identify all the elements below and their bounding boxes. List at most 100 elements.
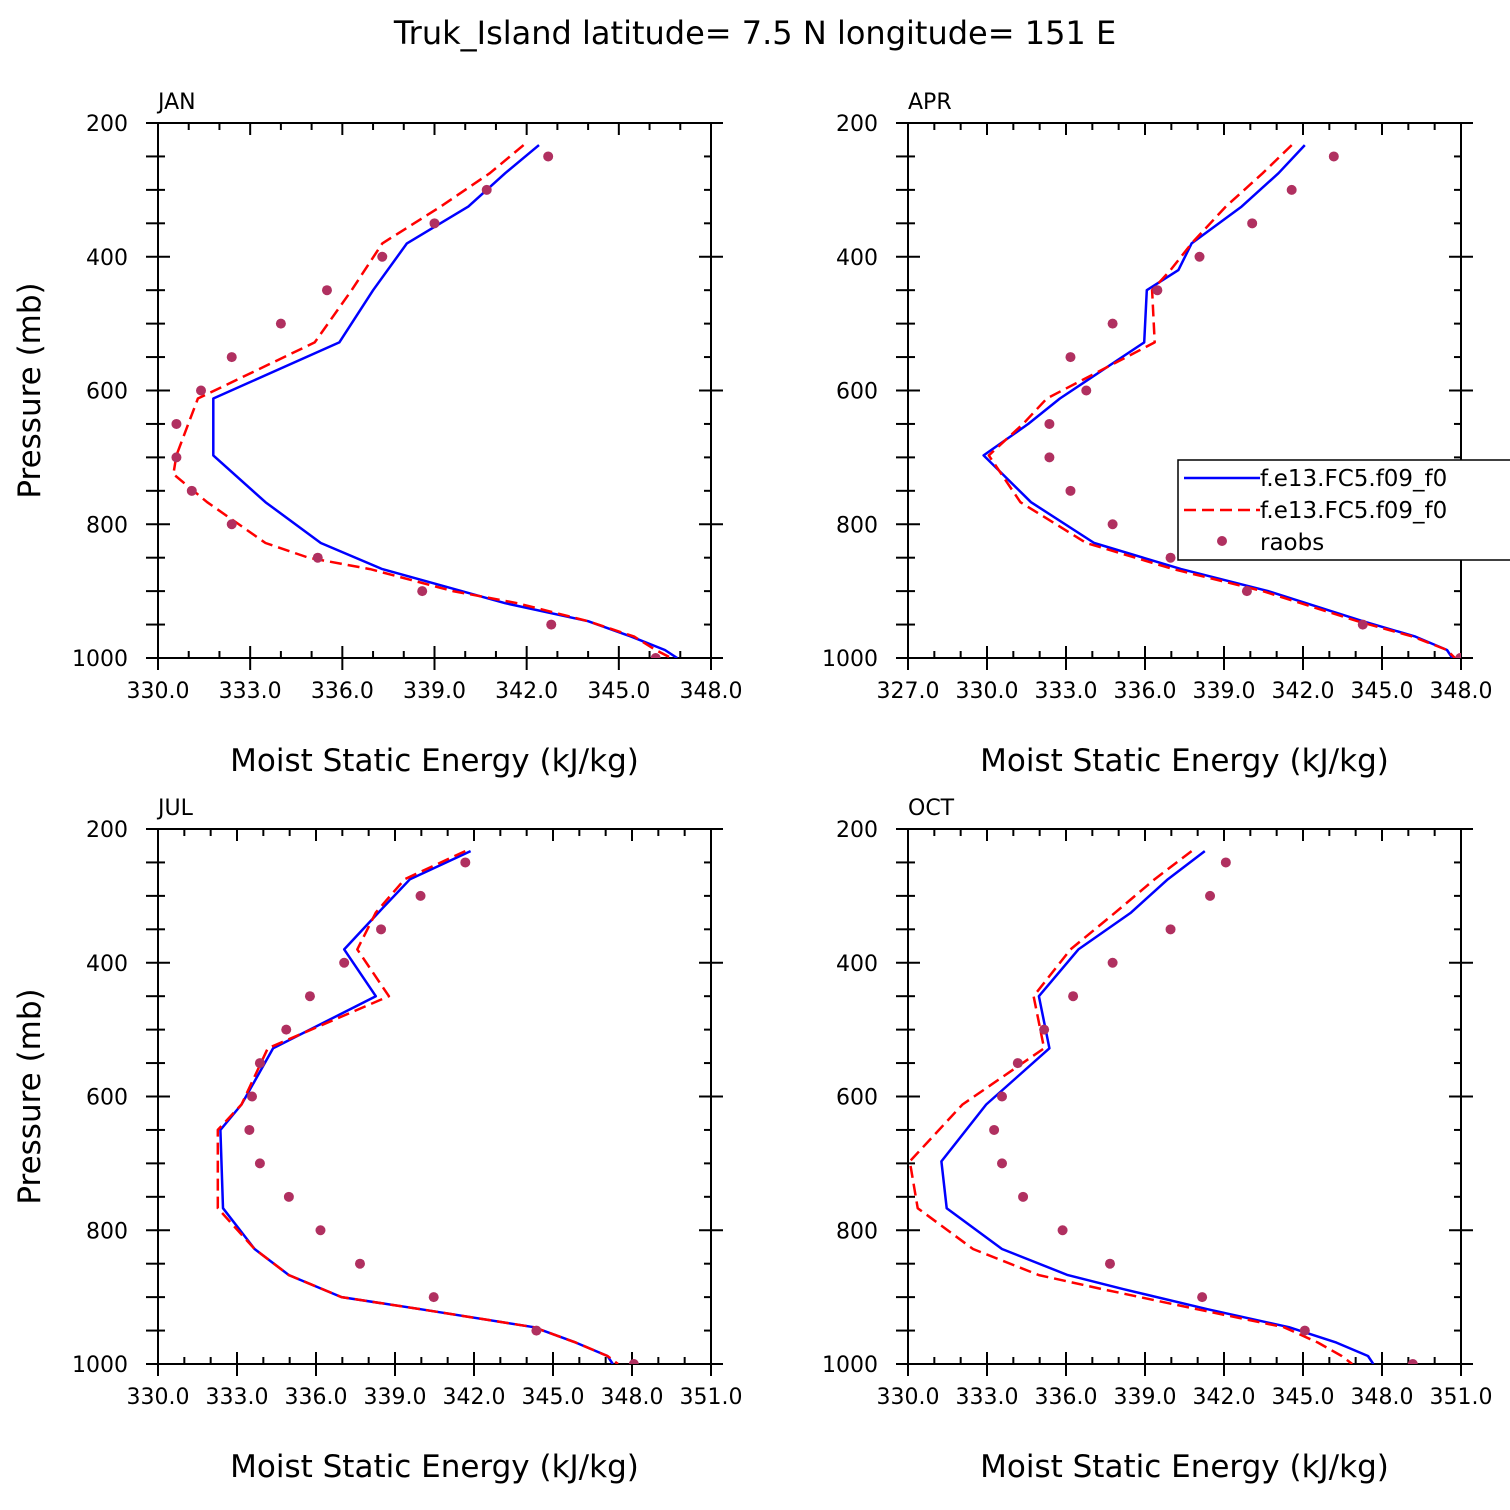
x-tick-label: 333.0: [956, 1385, 1019, 1410]
raobs-point: [339, 957, 350, 968]
x-tick-label: 348.0: [1430, 679, 1493, 704]
raobs-point: [226, 352, 237, 363]
x-tick-label: 336.0: [1114, 679, 1177, 704]
legend-box: [1177, 459, 1510, 561]
panels: JAN 200 400 600 800 1000 330.0 333.0 336.0 339.0 3…: [12, 90, 1510, 1485]
y-tick-label: 400: [86, 246, 128, 271]
raobs-point: [354, 1258, 365, 1269]
raobs-point: [171, 418, 182, 429]
y-tick-label: 400: [836, 952, 878, 977]
raobs-point: [1065, 485, 1076, 496]
x-tick-label: 333.0: [206, 1385, 269, 1410]
x-tick-label: 348.0: [601, 1385, 664, 1410]
raobs-point: [429, 218, 440, 229]
x-tick-label: 342.0: [443, 1385, 506, 1410]
x-tick-label: 339.0: [1114, 1385, 1177, 1410]
raobs-point: [1039, 1024, 1050, 1035]
x-tick-label: 345.0: [1272, 1385, 1335, 1410]
chart-panel-jan: JAN 200 400 600 800 1000 330.0 333.0 336.0 339.0 3…: [12, 90, 742, 779]
x-tick-label: 330.0: [127, 1385, 190, 1410]
raobs-point: [171, 452, 182, 463]
raobs-point: [376, 924, 387, 935]
raobs-point: [997, 1091, 1008, 1102]
raobs-point: [1057, 1225, 1068, 1236]
series-line-dashed: [172, 144, 672, 658]
plot-frame: [157, 828, 712, 1365]
raobs-point: [226, 519, 237, 530]
x-axis-label: Moist Static Energy (kJ/kg): [230, 743, 639, 779]
y-tick-label: 1000: [72, 1353, 128, 1378]
raobs-point: [1357, 619, 1368, 630]
series-line-solid: [212, 144, 678, 658]
raobs-point: [997, 1158, 1008, 1169]
raobs-point: [1165, 552, 1176, 563]
legend-entry: f.e13.FC5.f09_f0: [1260, 466, 1447, 492]
raobs-point: [1328, 151, 1339, 162]
raobs-point: [1104, 1258, 1115, 1269]
y-tick-label: 1000: [822, 647, 878, 672]
raobs-point: [1107, 318, 1118, 329]
y-tick-label: 600: [836, 380, 878, 405]
raobs-point: [460, 857, 471, 868]
raobs-point: [546, 619, 557, 630]
raobs-point: [1241, 586, 1252, 597]
raobs-point: [321, 285, 332, 296]
y-tick-label: 1000: [72, 647, 128, 672]
x-tick-label: 351.0: [1430, 1385, 1493, 1410]
data-layer: [908, 850, 1418, 1364]
x-tick-label: 342.0: [1193, 1385, 1256, 1410]
raobs-point: [415, 890, 426, 901]
y-tick-label: 200: [836, 112, 878, 137]
raobs-point: [1012, 1058, 1023, 1069]
x-tick-label: 336.0: [1035, 1385, 1098, 1410]
raobs-point: [254, 1058, 265, 1069]
y-tick-label: 800: [836, 1219, 878, 1244]
x-tick-label: 330.0: [877, 1385, 940, 1410]
raobs-point: [989, 1124, 1000, 1135]
data-layer: [982, 144, 1461, 658]
y-tick-label: 200: [836, 818, 878, 843]
x-tick-label: 348.0: [1351, 1385, 1414, 1410]
data-layer: [216, 849, 639, 1364]
x-tick-label: 342.0: [1272, 679, 1335, 704]
raobs-point: [283, 1191, 294, 1202]
panel-label: OCT: [908, 796, 955, 821]
raobs-point: [1018, 1191, 1029, 1202]
panel-label: APR: [908, 90, 952, 115]
x-tick-label: 345.0: [587, 679, 650, 704]
legend-entry: f.e13.FC5.f09_f0: [1260, 498, 1447, 524]
x-tick-label: 351.0: [680, 1385, 743, 1410]
x-axis-label: Moist Static Energy (kJ/kg): [230, 1449, 639, 1485]
x-tick-label: 330.0: [127, 679, 190, 704]
x-axis-label: Moist Static Energy (kJ/kg): [980, 1449, 1389, 1485]
data-layer: [171, 144, 678, 658]
raobs-point: [650, 653, 661, 658]
raobs-point: [247, 1091, 258, 1102]
raobs-point: [1152, 285, 1163, 296]
raobs-point: [1205, 890, 1216, 901]
x-tick-label: 339.0: [364, 1385, 427, 1410]
panel-label: JUL: [156, 796, 194, 821]
raobs-point: [254, 1158, 265, 1169]
raobs-point: [628, 1359, 639, 1364]
raobs-point: [1107, 957, 1118, 968]
chart-panel-apr: APR 200 400 600 800 1000 327.0 330.0 333.0 336.0 3…: [822, 90, 1510, 779]
x-tick-label: 336.0: [311, 679, 374, 704]
raobs-point: [1220, 857, 1231, 868]
raobs-point: [1194, 251, 1205, 262]
x-tick-label: 342.0: [495, 679, 558, 704]
y-tick-label: 600: [86, 1086, 128, 1111]
panel-label: JAN: [156, 90, 196, 115]
raobs-point: [275, 318, 286, 329]
raobs-point: [1197, 1292, 1208, 1303]
plot-frame: [907, 122, 1462, 659]
y-tick-label: 1000: [822, 1353, 878, 1378]
series-line-solid: [940, 850, 1375, 1364]
y-tick-label: 800: [86, 1219, 128, 1244]
x-tick-label: 339.0: [1193, 679, 1256, 704]
x-tick-label: 336.0: [285, 1385, 348, 1410]
raobs-point: [1044, 452, 1055, 463]
chart-panel-oct: OCT 200 400 600 800 1000 330.0 333.0 336.0 339.0 3…: [822, 796, 1492, 1485]
